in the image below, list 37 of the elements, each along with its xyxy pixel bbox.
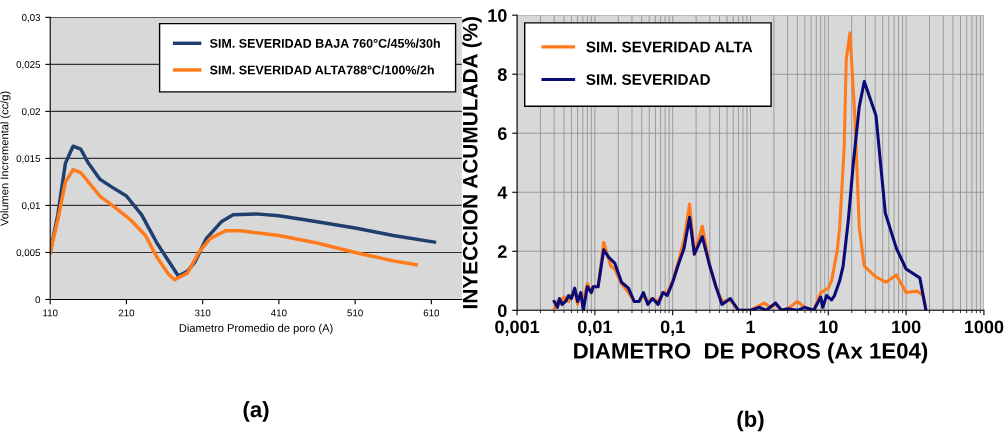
line-series (50, 167, 418, 282)
legend-label: SIM. SEVERIDAD BAJA 760°C/45%/30h (209, 38, 440, 48)
x-tick-label: 0,001 (495, 320, 540, 336)
x-tick-label: 210 (118, 309, 135, 317)
x-tick-label: 1 (746, 320, 756, 334)
x-tick-label: 110 (43, 309, 58, 317)
y-tick-label: 0,015 (16, 155, 41, 164)
y-tick-label: 0,02 (21, 108, 40, 117)
x-tick-label: 510 (347, 309, 363, 317)
x-axis-title: Diametro Promedio de poro (A) (179, 323, 333, 335)
y-tick-label: 0 (35, 296, 41, 304)
text: (a) (243, 401, 269, 422)
y-tick-label: 10 (488, 9, 507, 22)
y-tick-label: 0,005 (16, 249, 41, 258)
x-tick-label: 10 (819, 320, 838, 334)
x-tick-label: 610 (423, 309, 440, 317)
y-tick-label: 0,03 (21, 14, 41, 23)
y-tick-label: 6 (497, 127, 507, 140)
x-tick-label: 100 (892, 320, 921, 334)
y-tick-label: 2 (497, 245, 507, 258)
y-axis-title: INYECCION ACUMULADA (%) (462, 17, 482, 309)
x-tick-label: 0,1 (660, 320, 685, 336)
x-tick-label: 410 (271, 309, 287, 317)
legend-label: SIM. SEVERIDAD ALTA (586, 41, 753, 53)
y-tick-label: 4 (497, 186, 508, 199)
y-tick-label: 0,01 (21, 202, 41, 211)
x-tick-label: 310 (194, 309, 211, 317)
x-tick-label: 0,01 (578, 320, 612, 336)
y-tick-label: 8 (497, 68, 507, 81)
y-axis-title: Volumen Incremental (cc/g) (0, 91, 11, 226)
legend-label: SIM. SEVERIDAD (586, 74, 710, 85)
legend-label: SIM. SEVERIDAD ALTA788°C/100%/2h (209, 65, 434, 75)
y-tick-label: 0,025 (16, 61, 41, 70)
text: (b) (737, 410, 764, 432)
x-axis-title: DIAMETRO DE POROS (Ax 1E04) (574, 342, 928, 364)
y-tick-label: 0 (498, 304, 507, 318)
x-tick-label: 1000 (964, 320, 1004, 334)
